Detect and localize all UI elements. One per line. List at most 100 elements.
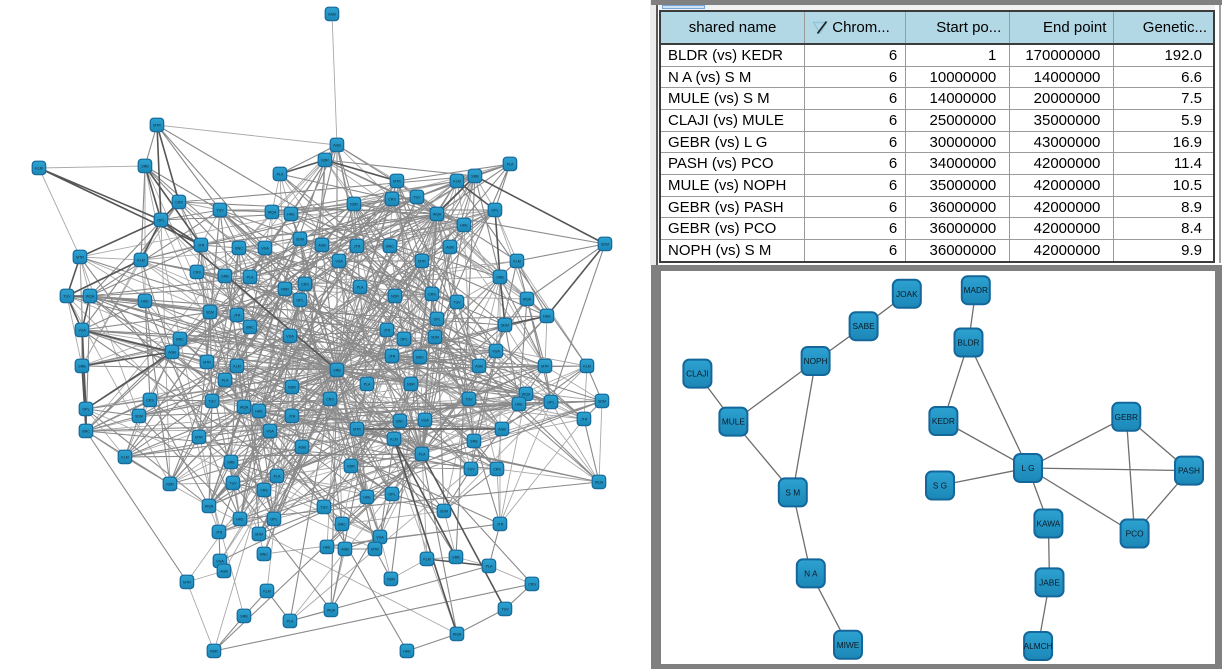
svg-text:CLAJI: CLAJI — [686, 369, 709, 379]
svg-text:SDM: SDM — [135, 415, 143, 419]
svg-text:JTR: JTR — [354, 245, 361, 249]
svg-text:MIWE: MIWE — [837, 640, 860, 650]
svg-text:BNC: BNC — [416, 356, 424, 360]
svg-text:WQA: WQA — [205, 505, 214, 509]
svg-text:PLA: PLA — [287, 620, 294, 624]
svg-text:NDR: NDR — [321, 159, 329, 163]
svg-text:SRB: SRB — [78, 365, 86, 369]
svg-text:PLA: PLA — [277, 173, 284, 177]
svg-text:BNC: BNC — [260, 553, 268, 557]
svg-text:VGA: VGA — [376, 536, 384, 540]
svg-text:S G: S G — [933, 481, 947, 491]
svg-text:JTR: JTR — [216, 531, 223, 535]
svg-text:SRB: SRB — [470, 440, 478, 444]
svg-text:OPL: OPL — [157, 219, 164, 223]
svg-text:AGB: AGB — [446, 246, 454, 250]
svg-text:SDM: SDM — [440, 510, 448, 514]
svg-text:BNC: BNC — [338, 523, 346, 527]
svg-text:AGB: AGB — [298, 446, 306, 450]
svg-text:KLM: KLM — [423, 558, 430, 562]
svg-text:SRB: SRB — [227, 461, 235, 465]
svg-text:SRB: SRB — [141, 165, 149, 169]
svg-text:CRS: CRS — [301, 283, 309, 287]
svg-text:HKE: HKE — [543, 315, 551, 319]
svg-text:AGB: AGB — [220, 570, 228, 574]
svg-text:WQA: WQA — [433, 213, 442, 217]
svg-text:BNC: BNC — [82, 430, 90, 434]
svg-text:SDM: SDM — [255, 533, 263, 537]
svg-text:SDM: SDM — [206, 311, 214, 315]
svg-text:SABE: SABE — [853, 321, 876, 331]
svg-text:TUV: TUV — [465, 398, 473, 402]
svg-text:KLM: KLM — [453, 180, 460, 184]
svg-text:TUV: TUV — [229, 482, 237, 486]
svg-text:BNC: BNC — [246, 326, 254, 330]
svg-text:JOAK: JOAK — [896, 289, 918, 299]
svg-text:VGA: VGA — [78, 329, 86, 333]
svg-text:MTR: MTR — [393, 180, 401, 184]
svg-text:BNC: BNC — [235, 247, 243, 251]
svg-text:NDR: NDR — [210, 650, 218, 654]
svg-text:SDM: SDM — [431, 336, 439, 340]
svg-text:AGB: AGB — [328, 13, 336, 17]
svg-text:WQA: WQA — [86, 295, 95, 299]
svg-text:VGA: VGA — [216, 560, 224, 564]
svg-text:CRS: CRS — [146, 399, 154, 403]
svg-text:PLA: PLA — [247, 276, 254, 280]
svg-text:TUV: TUV — [501, 608, 509, 612]
svg-text:WQA: WQA — [268, 211, 277, 215]
svg-text:CRS: CRS — [528, 583, 536, 587]
svg-text:MTR: MTR — [353, 428, 361, 432]
svg-text:MTR: MTR — [371, 548, 379, 552]
svg-text:AGB: AGB — [498, 428, 506, 432]
svg-text:WQA: WQA — [523, 298, 532, 302]
svg-text:PLA: PLA — [486, 565, 493, 569]
svg-text:WQA: WQA — [595, 481, 604, 485]
svg-text:S M: S M — [785, 487, 800, 497]
svg-text:NDR: NDR — [288, 386, 296, 390]
svg-text:ALMCH: ALMCH — [1024, 641, 1053, 651]
svg-text:WQA: WQA — [327, 609, 336, 613]
svg-text:CRS: CRS — [193, 271, 201, 275]
svg-text:WQA: WQA — [240, 406, 249, 410]
svg-text:OPL: OPL — [433, 318, 440, 322]
svg-text:MADR: MADR — [964, 285, 988, 295]
svg-text:PLA: PLA — [222, 379, 229, 383]
svg-text:MULE: MULE — [722, 417, 746, 427]
svg-text:AGB: AGB — [341, 548, 349, 552]
svg-text:KLM: KLM — [513, 260, 520, 264]
svg-text:AGB: AGB — [475, 365, 483, 369]
svg-text:MTR: MTR — [541, 365, 549, 369]
svg-text:CRS: CRS — [326, 398, 334, 402]
svg-text:MTR: MTR — [183, 581, 191, 585]
svg-text:OPL: OPL — [400, 338, 407, 342]
svg-text:VGA: VGA — [335, 260, 343, 264]
svg-text:OPL: OPL — [547, 401, 554, 405]
svg-text:OPL: OPL — [296, 299, 303, 303]
svg-text:OPL: OPL — [82, 408, 89, 412]
svg-text:L G: L G — [1021, 463, 1034, 473]
svg-text:JTR: JTR — [581, 418, 588, 422]
svg-text:SDM: SDM — [501, 324, 509, 328]
svg-text:TUV: TUV — [413, 196, 421, 200]
svg-text:AGB: AGB — [168, 351, 176, 355]
svg-text:CRS: CRS — [388, 198, 396, 202]
svg-text:SDM: SDM — [296, 238, 304, 242]
svg-text:KLM: KLM — [35, 167, 42, 171]
svg-text:PLA: PLA — [419, 453, 426, 457]
svg-text:KLM: KLM — [137, 259, 144, 263]
svg-text:NDR: NDR — [347, 465, 355, 469]
svg-text:TUV: TUV — [320, 506, 328, 510]
svg-text:JTR: JTR — [497, 523, 504, 527]
svg-text:JTR: JTR — [389, 355, 396, 359]
svg-text:HKE: HKE — [236, 518, 244, 522]
svg-text:TUV: TUV — [453, 301, 461, 305]
svg-text:KLM: KLM — [233, 365, 240, 369]
svg-text:BNC: BNC — [386, 245, 394, 249]
svg-text:TUV: TUV — [467, 468, 475, 472]
svg-text:SRB: SRB — [496, 276, 504, 280]
svg-text:VGA: VGA — [286, 335, 294, 339]
svg-text:VGA: VGA — [421, 419, 429, 423]
svg-text:NDR: NDR — [281, 288, 289, 292]
svg-text:HKE: HKE — [141, 300, 149, 304]
